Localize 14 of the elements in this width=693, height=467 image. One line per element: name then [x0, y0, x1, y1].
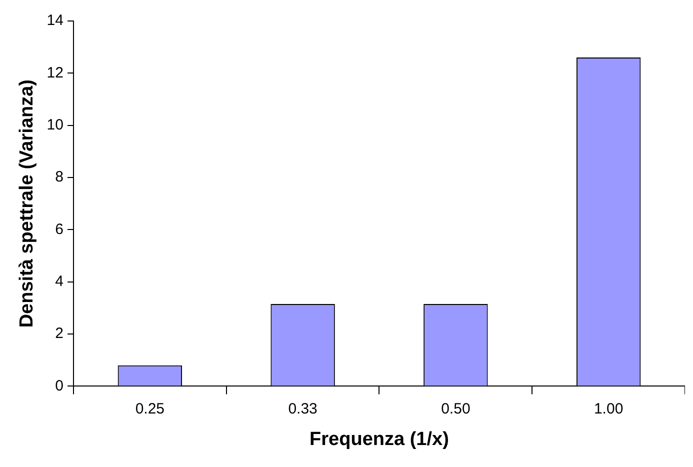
x-tick-label: 0.50 [441, 400, 470, 418]
y-tick-label: 4 [55, 273, 64, 290]
y-tick-label: 8 [55, 168, 64, 186]
x-tick-label: 0.25 [135, 400, 165, 418]
x-tick-label: 1.00 [594, 400, 624, 418]
y-axis-title: Densità spettrale (Varianza) [16, 80, 38, 328]
y-tick-label: 14 [46, 12, 64, 30]
y-tick-label: 0 [55, 377, 64, 394]
x-tick-label: 0.33 [288, 400, 318, 418]
y-tick-label: 2 [55, 325, 64, 342]
y-tick-label: 6 [55, 220, 64, 238]
y-tick-label: 12 [46, 64, 64, 82]
x-axis-title: Frequenza (1/x) [310, 428, 449, 450]
y-tick-label: 10 [46, 116, 64, 134]
